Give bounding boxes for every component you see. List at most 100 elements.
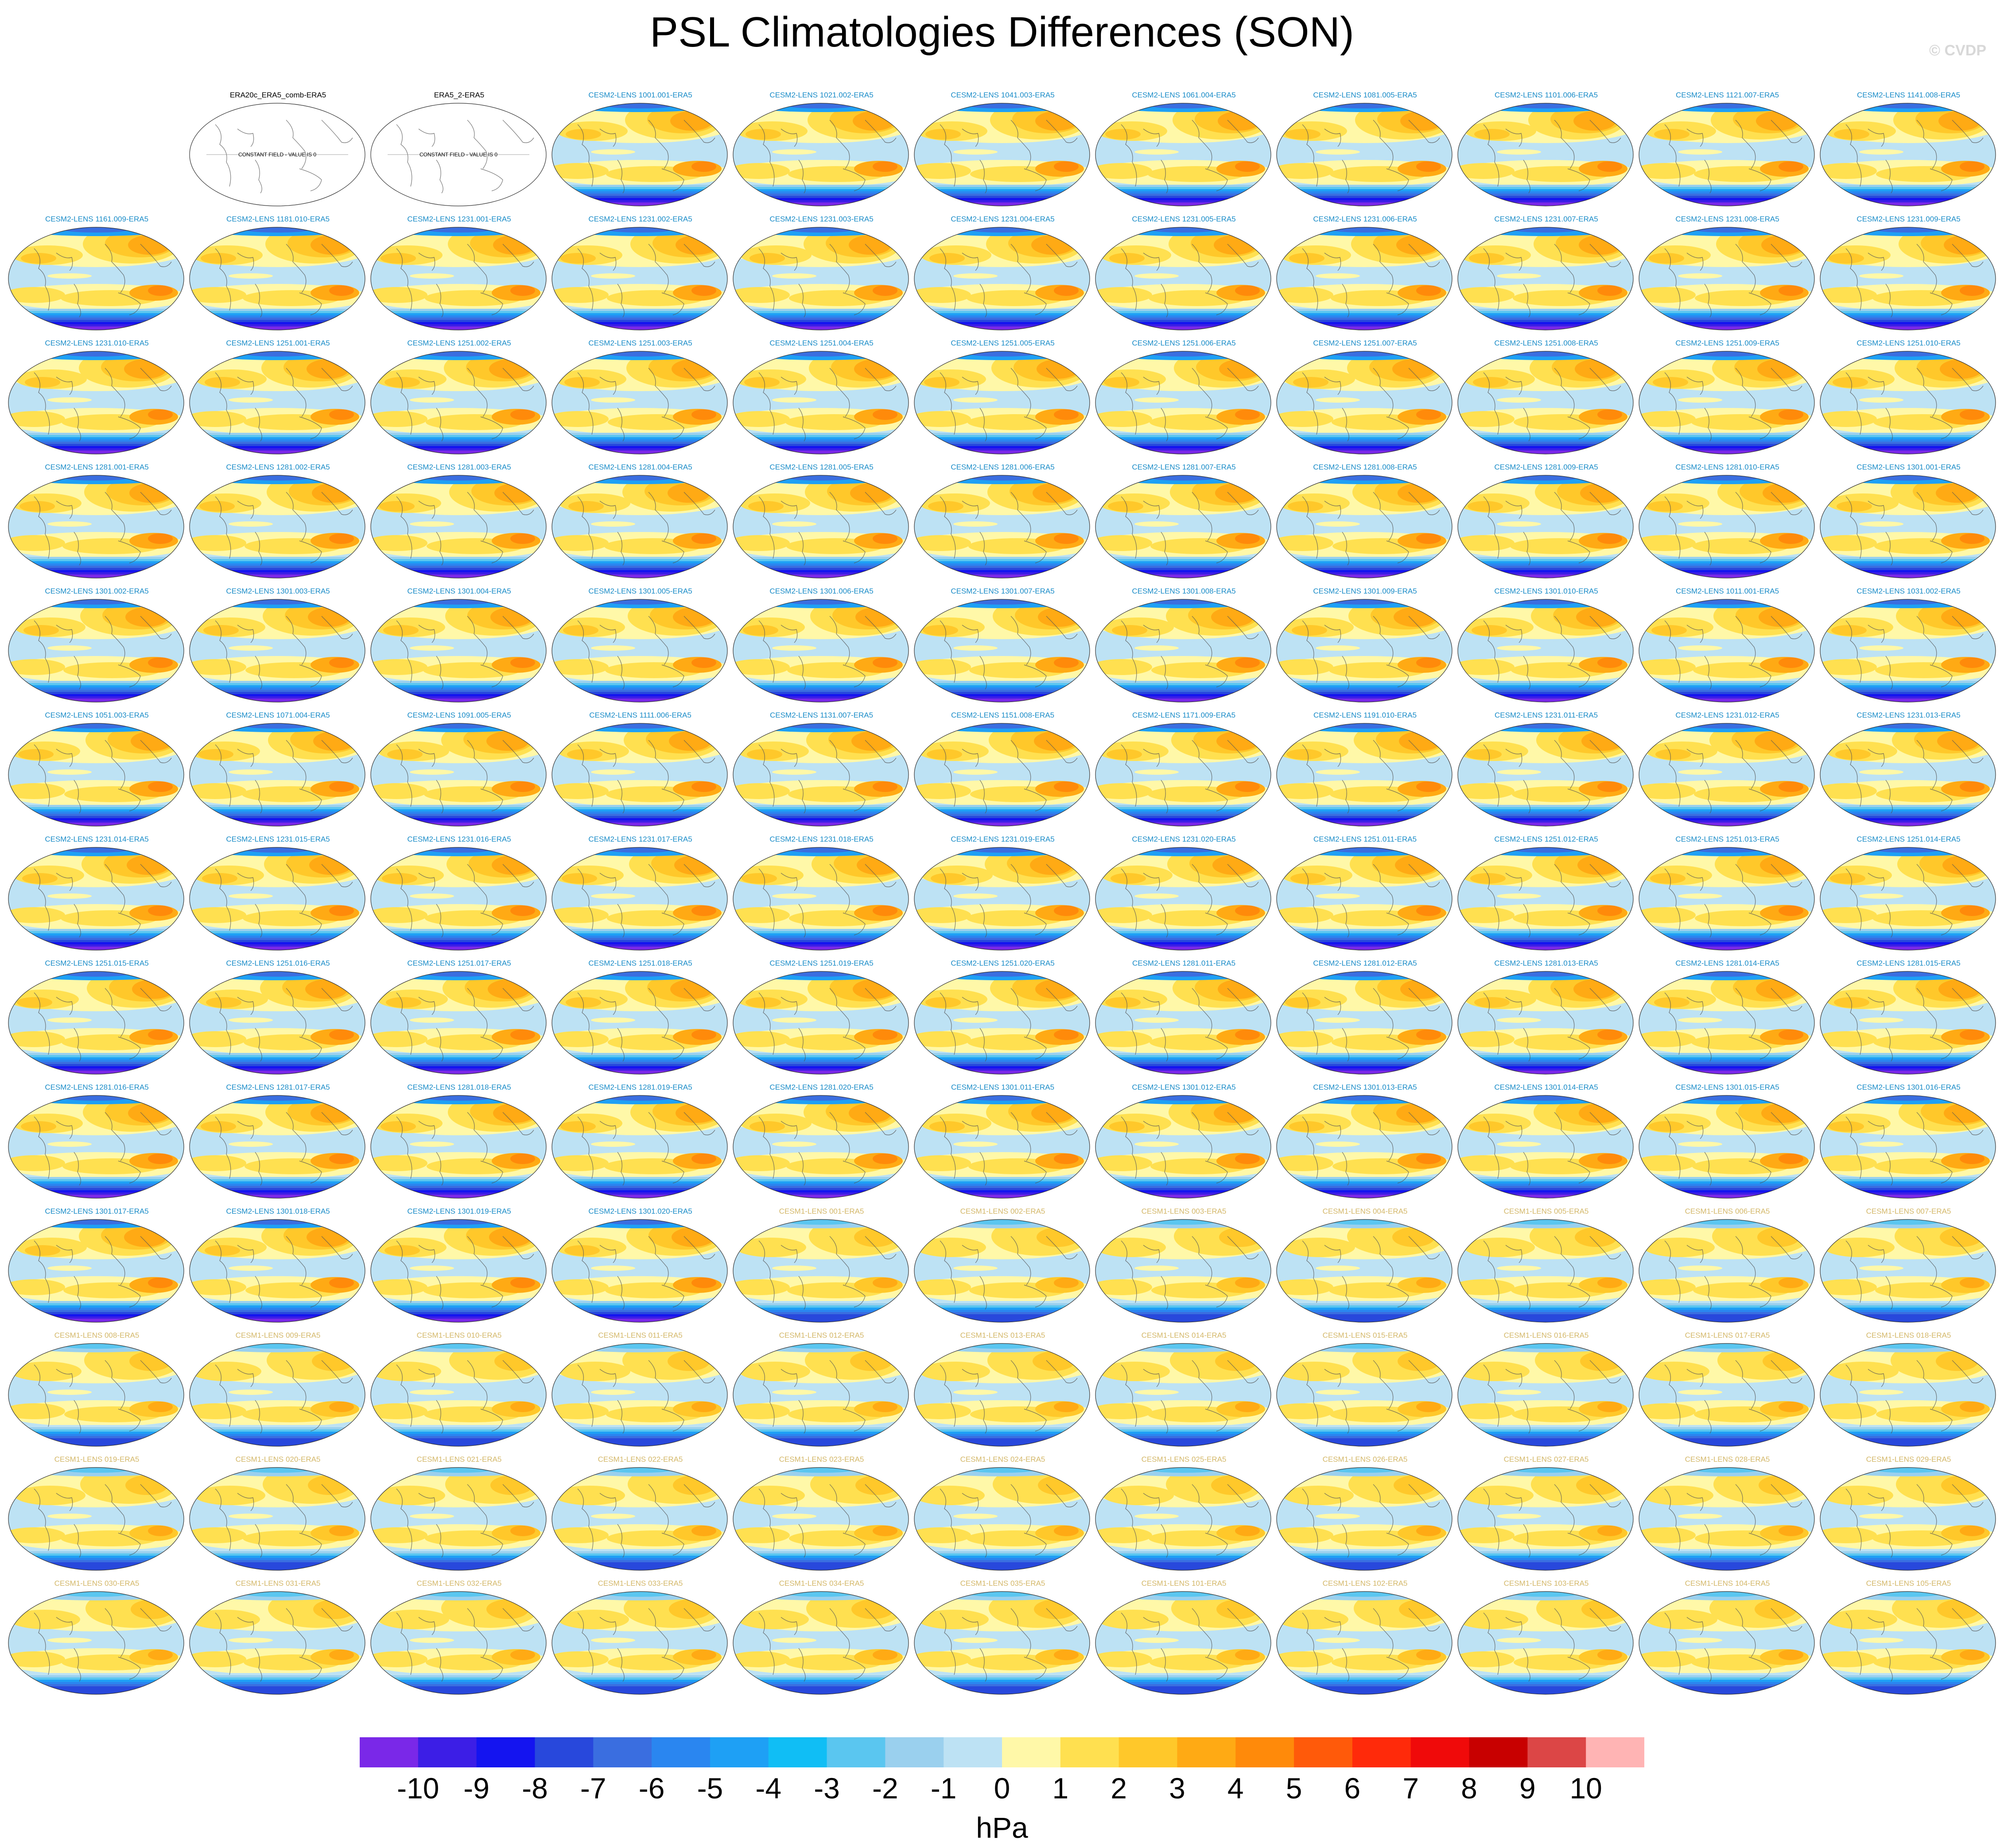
map-panel: CESM2-LENS 1301.011-ERA5	[912, 1083, 1093, 1207]
constant-field-note: CONSTANT FIELD - VALUE IS 0	[238, 151, 316, 158]
psl-difference-map	[1639, 103, 1815, 206]
psl-difference-map	[733, 971, 909, 1075]
map-panel: CESM2-LENS 1081.005-ERA5	[1274, 91, 1456, 215]
psl-difference-map	[551, 847, 728, 951]
map-panel-title: CESM2-LENS 1231.003-ERA5	[769, 215, 874, 223]
psl-difference-map	[189, 1467, 365, 1571]
map-panel-title: CESM2-LENS 1231.001-ERA5	[407, 215, 511, 223]
psl-difference-map	[1095, 1591, 1271, 1695]
map-panel: CESM2-LENS 1101.006-ERA5	[1456, 91, 1637, 215]
map-panel-title: CESM1-LENS 020-ERA5	[235, 1455, 321, 1464]
colorbar-tick-label: 5	[1286, 1772, 1302, 1805]
map-panel-title: CESM2-LENS 1231.012-ERA5	[1675, 711, 1779, 719]
map-panel-title: CESM2-LENS 1281.007-ERA5	[1132, 463, 1236, 471]
map-panel-title: CESM2-LENS 1081.005-ERA5	[1313, 91, 1417, 99]
map-panel-title: CESM1-LENS 034-ERA5	[779, 1579, 864, 1588]
map-panel: CESM2-LENS 1231.014-ERA5	[6, 835, 187, 959]
map-panel: CESM1-LENS 021-ERA5	[369, 1455, 550, 1579]
colorbar-tick-label: -6	[639, 1772, 665, 1805]
colorbar-swatch	[652, 1737, 711, 1767]
psl-difference-map	[1820, 103, 1996, 206]
map-panel: CESM1-LENS 001-ERA5	[731, 1207, 912, 1331]
psl-difference-map	[1820, 475, 1996, 578]
psl-difference-map	[1276, 723, 1453, 827]
psl-difference-map	[733, 227, 909, 330]
psl-difference-map	[733, 1095, 909, 1199]
map-panel-title: CESM2-LENS 1231.005-ERA5	[1132, 215, 1236, 223]
psl-difference-map	[1276, 847, 1453, 951]
map-panel-title: CESM1-LENS 104-ERA5	[1685, 1579, 1770, 1588]
psl-difference-map	[1095, 475, 1271, 578]
map-panel: CESM2-LENS 1251.016-ERA5	[187, 959, 369, 1083]
map-panel: CESM1-LENS 002-ERA5	[912, 1207, 1093, 1331]
colorbar-unit-label: hPa	[976, 1811, 1028, 1844]
psl-difference-map	[1457, 1467, 1634, 1571]
map-panel: CESM2-LENS 1231.005-ERA5	[1093, 215, 1274, 339]
psl-difference-map	[1457, 1219, 1634, 1323]
map-panel: CESM1-LENS 014-ERA5	[1093, 1331, 1274, 1455]
psl-difference-map	[733, 1219, 909, 1323]
psl-difference-map	[551, 599, 728, 703]
psl-difference-map	[551, 1343, 728, 1447]
psl-difference-map	[1095, 1095, 1271, 1199]
psl-difference-map	[551, 475, 728, 578]
map-panel: CESM2-LENS 1231.019-ERA5	[912, 835, 1093, 959]
psl-difference-map	[8, 1591, 184, 1695]
psl-difference-map	[8, 723, 184, 827]
map-panel-title: CESM1-LENS 019-ERA5	[54, 1455, 140, 1464]
map-panel: CESM2-LENS 1251.007-ERA5	[1274, 339, 1456, 463]
map-panel-title: CESM2-LENS 1251.006-ERA5	[1132, 339, 1236, 347]
map-panel-title: CESM2-LENS 1231.010-ERA5	[45, 339, 149, 347]
map-panel-title: CESM1-LENS 024-ERA5	[960, 1455, 1045, 1464]
psl-difference-map	[1095, 723, 1271, 827]
psl-difference-map	[1095, 847, 1271, 951]
psl-difference-map	[1639, 723, 1815, 827]
map-panel: CESM2-LENS 1301.009-ERA5	[1274, 587, 1456, 711]
map-panel: CESM2-LENS 1301.012-ERA5	[1093, 1083, 1274, 1207]
map-panel: CESM2-LENS 1301.017-ERA5	[6, 1207, 187, 1331]
map-panel: CESM2-LENS 1301.006-ERA5	[731, 587, 912, 711]
map-panel-title: CESM2-LENS 1231.020-ERA5	[1132, 835, 1236, 843]
map-panel-title: CESM2-LENS 1281.015-ERA5	[1856, 959, 1961, 967]
map-panel-title: CESM2-LENS 1251.018-ERA5	[588, 959, 692, 967]
map-panel-title: CESM1-LENS 029-ERA5	[1866, 1455, 1951, 1464]
map-panel-title: CESM2-LENS 1231.006-ERA5	[1313, 215, 1417, 223]
map-panel: CESM2-LENS 1231.015-ERA5	[187, 835, 369, 959]
map-panel: CESM1-LENS 031-ERA5	[187, 1579, 369, 1703]
psl-difference-map	[914, 1343, 1090, 1447]
map-panel: CESM2-LENS 1301.018-ERA5	[187, 1207, 369, 1331]
psl-difference-map	[8, 1219, 184, 1323]
psl-difference-map	[1095, 1343, 1271, 1447]
psl-difference-map	[914, 723, 1090, 827]
map-panel-title: CESM2-LENS 1251.007-ERA5	[1313, 339, 1417, 347]
psl-difference-map	[1820, 227, 1996, 330]
psl-difference-map	[1276, 1591, 1453, 1695]
map-panel: CESM1-LENS 101-ERA5	[1093, 1579, 1274, 1703]
map-panel-title: CESM1-LENS 030-ERA5	[54, 1579, 140, 1588]
map-panel-title: CESM1-LENS 016-ERA5	[1503, 1331, 1589, 1339]
psl-difference-map	[733, 351, 909, 454]
psl-difference-map	[1820, 1467, 1996, 1571]
colorbar-tick-label: 1	[1052, 1772, 1068, 1805]
map-panel: CESM2-LENS 1301.001-ERA5	[1818, 463, 1999, 587]
psl-difference-map	[733, 1591, 909, 1695]
map-panel-title: CESM2-LENS 1281.011-ERA5	[1132, 959, 1236, 967]
map-panel: CESM1-LENS 025-ERA5	[1093, 1455, 1274, 1579]
colorbar-tick-label: -10	[397, 1772, 439, 1805]
psl-difference-map	[1276, 351, 1453, 454]
psl-difference-map	[370, 351, 547, 454]
psl-difference-map	[370, 475, 547, 578]
map-panel: CESM2-LENS 1251.013-ERA5	[1637, 835, 1818, 959]
map-panel: ERA5_2-ERA5 CONSTANT FIELD - VALUE IS 0	[369, 91, 550, 215]
map-panel-title: CESM1-LENS 032-ERA5	[416, 1579, 502, 1588]
map-panel-title: CESM2-LENS 1301.012-ERA5	[1132, 1083, 1236, 1091]
colorbar-tick-label: 7	[1402, 1772, 1419, 1805]
psl-difference-map	[1639, 599, 1815, 703]
psl-difference-map	[1820, 723, 1996, 827]
map-panel: CESM2-LENS 1251.017-ERA5	[369, 959, 550, 1083]
map-panel: CESM2-LENS 1281.016-ERA5	[6, 1083, 187, 1207]
map-panel-title: CESM2-LENS 1141.008-ERA5	[1856, 91, 1961, 99]
psl-difference-map	[8, 847, 184, 951]
map-panel: CESM2-LENS 1231.010-ERA5	[6, 339, 187, 463]
map-panel-title: CESM2-LENS 1281.004-ERA5	[588, 463, 692, 471]
